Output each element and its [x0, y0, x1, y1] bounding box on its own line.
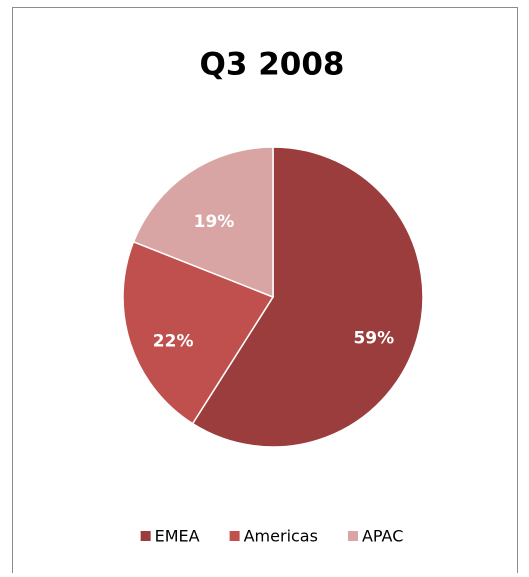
legend-label: EMEA	[155, 527, 200, 546]
legend-swatch	[229, 531, 240, 541]
data-label: 59%	[353, 328, 394, 348]
data-label: 22%	[153, 331, 194, 351]
pie-slice	[191, 146, 424, 448]
chart-title: Q3 2008	[200, 47, 345, 83]
data-label: 19%	[194, 212, 235, 232]
pie-slice	[132, 146, 274, 299]
legend-swatch	[347, 531, 358, 541]
legend-swatch	[140, 531, 151, 541]
pie-slice	[122, 240, 275, 425]
legend-label: APAC	[362, 527, 403, 546]
legend-label: Americas	[244, 527, 318, 546]
